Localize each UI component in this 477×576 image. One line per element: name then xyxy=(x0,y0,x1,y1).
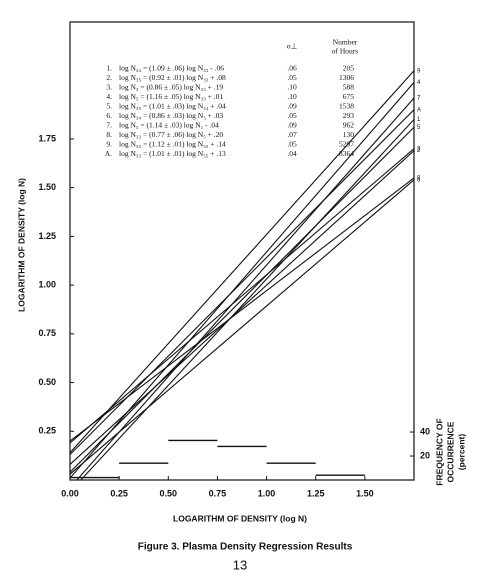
y-tick-label: 1.75 xyxy=(38,133,56,143)
x-tick-label: 1.00 xyxy=(258,488,276,498)
line-label: 2 xyxy=(417,148,421,154)
line-label: 9 xyxy=(417,68,421,74)
y-tick-label: 1.00 xyxy=(38,279,56,289)
x-tick-label: 0.00 xyxy=(61,488,79,498)
table-cell: .05 xyxy=(287,140,297,149)
y2-axis-title: FREQUENCY OF xyxy=(434,418,444,485)
table-header: σ⊥ xyxy=(287,42,298,51)
table-cell: .05 xyxy=(287,73,297,82)
table-cell: .09 xyxy=(287,121,297,130)
regression-line xyxy=(70,82,414,479)
table-cell: log N₃₅ = (0.92 ± .01) log N₃₃ + .08 xyxy=(119,73,226,82)
table-cell: log N₃₄ = (0.86 ± .03) log N₅ + .03 xyxy=(119,111,223,120)
x-tick-label: 0.75 xyxy=(209,488,227,498)
line-label: 6 xyxy=(417,177,421,183)
table-cell: 1306 xyxy=(339,73,354,82)
table-cell: log N₅ = (1.16 ± .05) log N₃₃ + .01 xyxy=(119,92,223,101)
table-cell: 1538 xyxy=(339,102,354,111)
table-cell: .09 xyxy=(287,102,297,111)
regression-line xyxy=(70,126,414,473)
line-label: A xyxy=(417,107,421,113)
regression-line xyxy=(70,150,414,465)
table-cell: .10 xyxy=(287,83,297,92)
table-cell: log N₃ = (0.86 ± .05) log N₃₃ + .19 xyxy=(119,83,223,92)
line-label: 5 xyxy=(417,125,421,131)
y-tick-label: 0.75 xyxy=(38,328,56,338)
x-tick-label: 1.50 xyxy=(356,488,374,498)
table-cell: 205 xyxy=(343,64,355,73)
x-tick-label: 1.25 xyxy=(307,488,325,498)
table-cell: .05 xyxy=(287,111,297,120)
line-label: 8 xyxy=(417,175,421,181)
table-cell: 4. xyxy=(106,92,112,101)
table-cell: 8. xyxy=(106,130,112,139)
table-cell: 130 xyxy=(343,130,355,139)
regression-line xyxy=(70,109,414,456)
table-cell: 675 xyxy=(343,92,355,101)
caption: Figure 3. Plasma Density Regression Resu… xyxy=(138,542,353,553)
table-cell: log N₃₅ = (1.01 ± .03) log N₃₄ + .04 xyxy=(119,102,226,111)
table-cell: 1. xyxy=(106,64,112,73)
table-cell: 293 xyxy=(343,111,355,120)
table-cell: 2. xyxy=(106,73,112,82)
table-cell: 3. xyxy=(106,83,112,92)
y-tick-label: 1.50 xyxy=(38,182,56,192)
x-tick-label: 0.50 xyxy=(160,488,178,498)
x-axis-title: LOGARITHM OF DENSITY (log N) xyxy=(173,513,307,523)
y2-axis-title: OCCURRENCE xyxy=(445,421,455,482)
y2-axis-title: (percent) xyxy=(456,434,466,471)
y-tick-label: 1.25 xyxy=(38,231,56,241)
table-cell: 9. xyxy=(106,140,112,149)
table-cell: .10 xyxy=(287,92,297,101)
line-label: 4 xyxy=(417,80,421,86)
regression-line xyxy=(76,97,414,480)
regression-line xyxy=(70,179,414,475)
table-cell: A. xyxy=(105,149,112,158)
line-label: 3 xyxy=(417,146,421,152)
table-cell: 962 xyxy=(343,121,355,130)
table-cell: log N₃₃ = (1.01 ± .01) log N₅₅ + .13 xyxy=(119,149,226,158)
y2-tick-label: 20 xyxy=(420,450,430,460)
table-cell: log N₅ = (1.14 ± .03) log N₁ - .04 xyxy=(119,121,219,130)
page-number: 13 xyxy=(233,557,247,572)
table-cell: 5297 xyxy=(339,140,354,149)
line-label: 7 xyxy=(417,96,421,102)
y2-tick-label: 40 xyxy=(420,426,430,436)
table-cell: 8364 xyxy=(339,149,354,158)
plot-frame xyxy=(69,21,415,481)
table-cell: log N₃₃ = (0.77 ± .06) log N₅ + .20 xyxy=(119,130,223,139)
y-tick-label: 0.25 xyxy=(38,426,56,436)
regression-line xyxy=(70,177,414,442)
table-cell: .07 xyxy=(287,130,297,139)
table-cell: log N₃₄ = (1.09 ± .06) log N₃₃ - .06 xyxy=(119,64,224,73)
table-cell: 588 xyxy=(343,83,355,92)
table-cell: .04 xyxy=(287,149,297,158)
table-cell: 7. xyxy=(106,121,112,130)
regression-line xyxy=(80,119,414,480)
table-header: Number xyxy=(333,38,358,47)
table-cell: log N₅₅ = (1.12 ± .01) log N₅₅ + .14 xyxy=(119,140,226,149)
table-cell: 5. xyxy=(106,102,112,111)
table-cell: 6. xyxy=(106,111,112,120)
x-tick-label: 0.25 xyxy=(110,488,128,498)
table-header: of Hours xyxy=(332,47,359,56)
regression-line xyxy=(70,70,414,454)
y-axis-title: LOGARITHM OF DENSITY (log N) xyxy=(16,178,26,312)
line-label: 1 xyxy=(417,117,421,123)
regression-line xyxy=(70,148,414,444)
y-tick-label: 0.50 xyxy=(38,377,56,387)
table-cell: .06 xyxy=(287,64,297,73)
